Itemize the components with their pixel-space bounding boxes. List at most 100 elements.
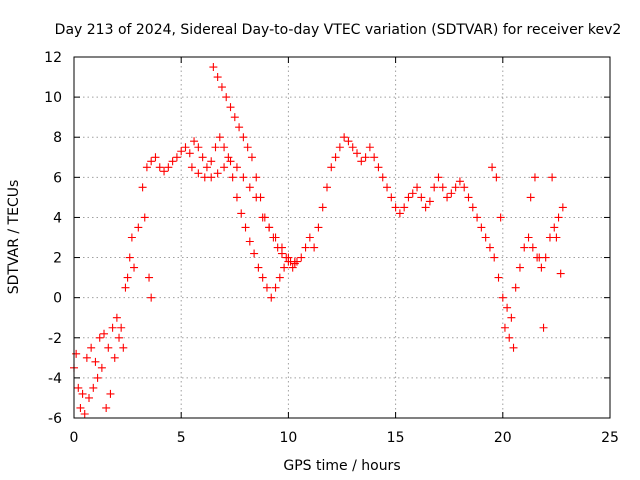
data-point xyxy=(443,193,452,202)
data-point xyxy=(477,223,486,232)
data-point xyxy=(76,403,85,412)
data-point xyxy=(222,93,231,102)
data-point xyxy=(539,323,548,332)
data-point xyxy=(102,403,111,412)
y-tick-label: 0 xyxy=(53,291,62,307)
data-point xyxy=(290,257,299,266)
data-point xyxy=(168,157,177,166)
data-point xyxy=(524,233,533,242)
data-point xyxy=(271,283,280,292)
data-point xyxy=(209,63,218,72)
data-point xyxy=(314,223,323,232)
data-point xyxy=(365,143,374,152)
series-2 xyxy=(187,157,299,266)
data-point xyxy=(138,183,147,192)
data-point xyxy=(361,153,370,162)
data-point xyxy=(258,213,267,222)
data-point xyxy=(494,273,503,282)
series-1 xyxy=(209,63,299,268)
data-point xyxy=(232,193,241,202)
data-point xyxy=(267,293,276,302)
data-point xyxy=(383,183,392,192)
data-point xyxy=(262,283,271,292)
x-axis-label: GPS time / hours xyxy=(283,458,400,474)
data-point xyxy=(202,163,211,172)
data-point xyxy=(121,283,130,292)
data-point xyxy=(413,183,422,192)
data-point xyxy=(72,349,81,358)
data-point xyxy=(80,409,89,418)
data-point xyxy=(245,183,254,192)
y-tick-label: -4 xyxy=(48,371,62,387)
data-point xyxy=(108,323,117,332)
data-point xyxy=(258,273,267,282)
data-point xyxy=(241,223,250,232)
data-point xyxy=(378,173,387,182)
data-point xyxy=(496,213,505,222)
data-point xyxy=(468,203,477,212)
data-point xyxy=(213,73,222,82)
data-point xyxy=(252,173,261,182)
data-point xyxy=(425,197,434,206)
data-point xyxy=(87,343,96,352)
y-tick-label: 12 xyxy=(44,50,62,66)
y-tick-label: 6 xyxy=(53,170,62,186)
data-point xyxy=(117,323,126,332)
data-point xyxy=(548,173,557,182)
data-point xyxy=(207,157,216,166)
data-point xyxy=(464,193,473,202)
data-point xyxy=(331,153,340,162)
data-point xyxy=(151,153,160,162)
data-point xyxy=(275,273,284,282)
data-point xyxy=(110,353,119,362)
data-point xyxy=(400,203,409,212)
data-point xyxy=(95,333,104,342)
data-point xyxy=(185,149,194,158)
data-point xyxy=(130,263,139,272)
data-point xyxy=(220,143,229,152)
data-point xyxy=(552,233,561,242)
data-point xyxy=(230,113,239,122)
data-point xyxy=(327,163,336,172)
data-point xyxy=(451,183,460,192)
data-point xyxy=(239,133,248,142)
data-point xyxy=(492,173,501,182)
data-point xyxy=(226,157,235,166)
data-point xyxy=(488,163,497,172)
data-point xyxy=(164,163,173,172)
data-point xyxy=(370,153,379,162)
data-point xyxy=(245,237,254,246)
data-point xyxy=(348,143,357,152)
y-tick-label: 4 xyxy=(53,210,62,226)
data-point xyxy=(106,389,115,398)
data-point xyxy=(215,133,224,142)
data-point xyxy=(237,209,246,218)
data-point xyxy=(481,233,490,242)
data-point xyxy=(288,263,297,272)
data-point xyxy=(181,143,190,152)
data-point xyxy=(500,323,509,332)
y-tick-label: -2 xyxy=(48,331,62,347)
x-tick-label: 10 xyxy=(279,430,297,446)
data-point xyxy=(387,193,396,202)
y-tick-label: 10 xyxy=(44,90,62,106)
data-point xyxy=(434,173,443,182)
data-point xyxy=(147,157,156,166)
data-point xyxy=(224,153,233,162)
x-tick-labels: 0 5 10 15 20 25 xyxy=(70,430,619,446)
chart-title: Day 213 of 2024, Sidereal Day-to-day VTE… xyxy=(55,22,622,38)
data-point xyxy=(155,163,164,172)
data-point xyxy=(421,203,430,212)
data-point xyxy=(550,223,559,232)
data-point xyxy=(100,329,109,338)
data-point xyxy=(558,203,567,212)
data-point xyxy=(254,263,263,272)
data-point xyxy=(198,153,207,162)
data-point xyxy=(526,193,535,202)
x-tick-label: 15 xyxy=(387,430,405,446)
data-point xyxy=(217,83,226,92)
data-point xyxy=(408,189,417,198)
data-point xyxy=(395,209,404,218)
data-point xyxy=(125,253,134,262)
